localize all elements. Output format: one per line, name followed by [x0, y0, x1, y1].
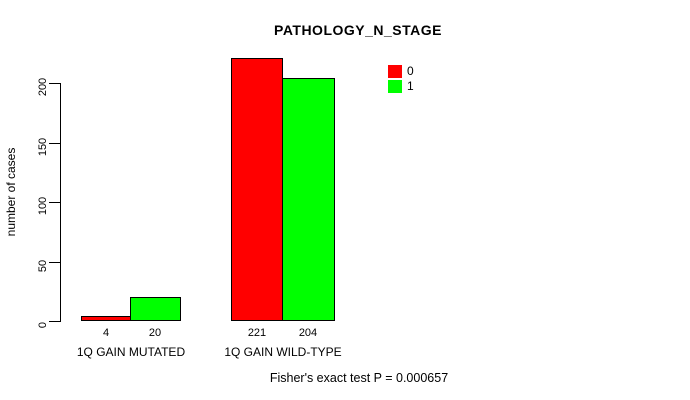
legend-label-0: 0	[407, 64, 414, 78]
legend-entry-0: 0	[388, 64, 414, 79]
y-tick-label-0: 0	[37, 321, 49, 329]
legend-label-1: 1	[407, 79, 414, 93]
bar-value-label-1-1: 204	[298, 327, 318, 339]
y-axis-label: number of cases	[4, 147, 18, 237]
y-tick-100	[49, 202, 60, 203]
stats-annotation: Fisher's exact test P = 0.000657	[269, 371, 449, 385]
category-label-1: 1Q GAIN WILD-TYPE	[224, 345, 342, 359]
chart-title: PATHOLOGY_N_STAGE	[274, 22, 442, 38]
y-tick-0	[49, 321, 60, 322]
bar-1q-gain-wild-type-series-1	[282, 78, 335, 321]
bar-1q-gain-mutated-series-0	[81, 316, 131, 321]
category-label-0: 1Q GAIN MUTATED	[76, 345, 186, 359]
legend: 0 1	[388, 64, 414, 94]
bar-value-label-0-0: 4	[102, 327, 110, 339]
y-tick-label-200: 200	[37, 77, 49, 97]
bar-1q-gain-mutated-series-1	[130, 297, 181, 321]
legend-entry-1: 1	[388, 79, 414, 94]
bar-value-label-1-0: 20	[148, 327, 162, 339]
y-tick-50	[49, 262, 60, 263]
legend-swatch-green	[388, 80, 402, 93]
y-axis-line	[60, 83, 61, 322]
y-tick-200	[49, 83, 60, 84]
legend-swatch-red	[388, 65, 402, 78]
y-tick-label-100: 100	[37, 196, 49, 216]
y-tick-label-50: 50	[37, 259, 49, 273]
y-tick-label-150: 150	[37, 137, 49, 157]
bar-value-label-0-1: 221	[247, 327, 267, 339]
bar-1q-gain-wild-type-series-0	[231, 58, 283, 321]
y-tick-150	[49, 143, 60, 144]
